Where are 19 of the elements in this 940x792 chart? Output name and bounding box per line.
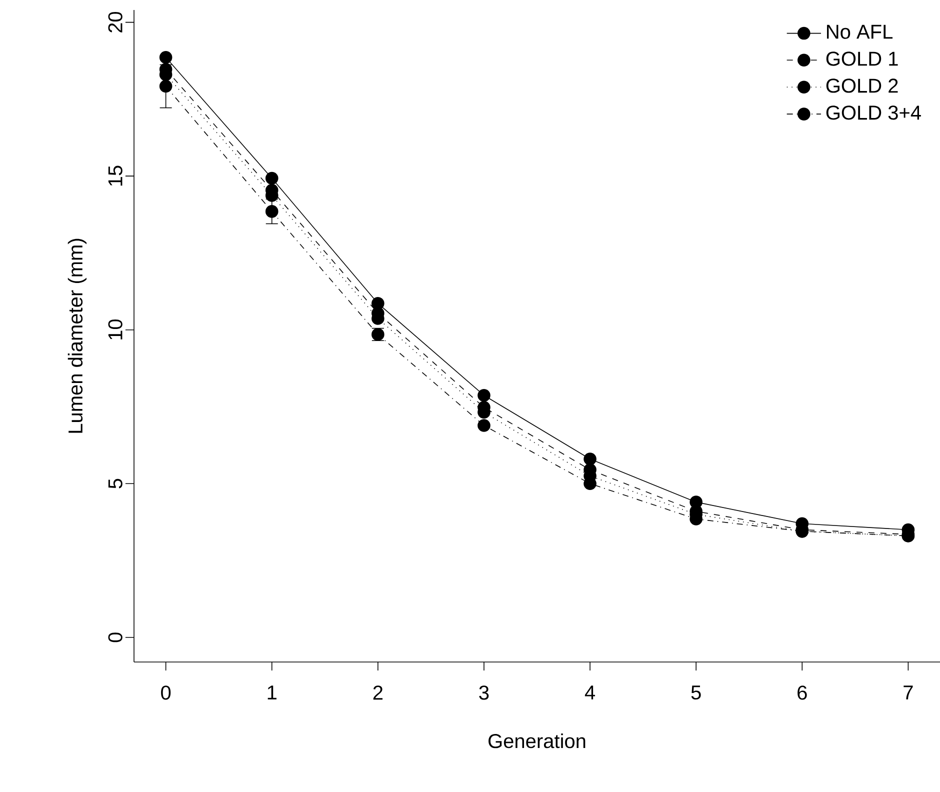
x-tick-label: 3 [479,686,489,700]
y-tick-label: 5 [108,478,122,488]
y-tick-label: 10 [108,319,122,340]
x-tick-label: 0 [161,686,171,700]
y-tick-label: 15 [108,166,122,186]
x-tick-label: 6 [798,686,807,700]
y-tick-label: 20 [108,12,122,32]
x-tick-label: 7 [904,686,913,700]
x-tick-label: 5 [691,686,701,700]
y-tick-label: 0 [108,632,122,642]
legend-label: GOLD 1 [826,52,898,66]
y-axis-title: Lumen diameter (mm) [68,238,87,433]
legend-label: No AFL [827,24,893,39]
x-tick-label: 1 [268,686,276,700]
x-tick-label: 2 [373,686,382,700]
x-axis-title: Generation [488,733,586,748]
x-tick-label: 4 [584,686,596,700]
legend-label: GOLD 3+4 [826,106,921,120]
legend-label: GOLD 2 [826,78,898,93]
